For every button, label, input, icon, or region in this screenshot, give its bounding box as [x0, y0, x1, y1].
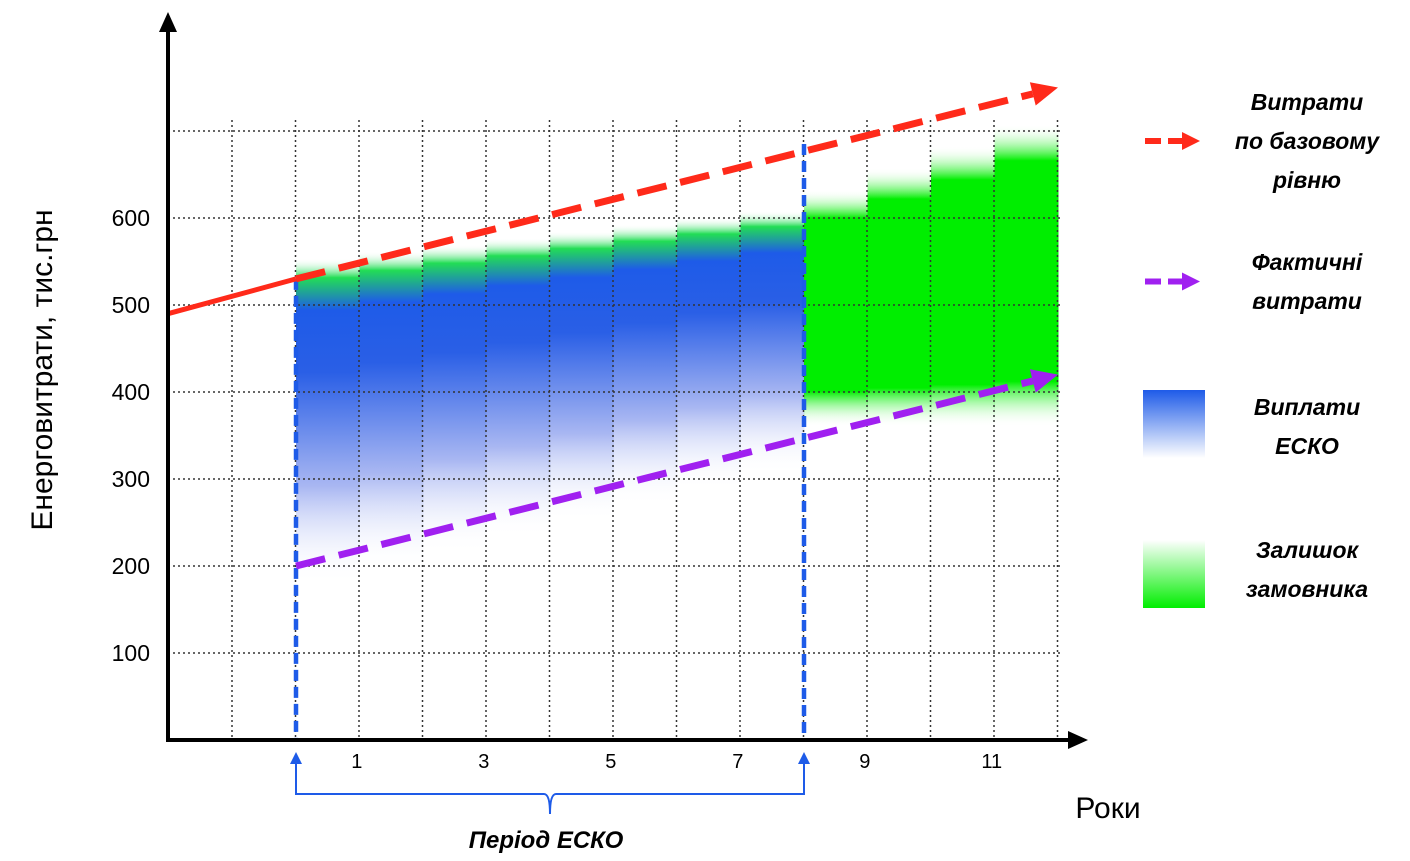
legend-label: ЕСКО	[1275, 433, 1339, 459]
legend-swatch-arrowhead	[1182, 272, 1200, 291]
x-tick-label: 11	[981, 751, 1002, 773]
y-tick-label: 200	[112, 553, 150, 579]
esco-payment-column	[613, 224, 678, 506]
x-tick-label: 3	[478, 751, 489, 773]
esco-payment-column	[486, 237, 551, 537]
esco-payment-column	[359, 251, 424, 569]
period-label: Період ЕСКО	[469, 827, 624, 854]
legend-label: рівню	[1272, 167, 1341, 193]
chart-areas	[296, 124, 1059, 585]
y-tick-label: 400	[112, 379, 150, 405]
legend-label: витрати	[1252, 288, 1362, 314]
x-tick-label: 5	[605, 751, 616, 773]
y-axis-title: Енерговитрати, тис.грн	[26, 209, 59, 530]
y-tick-label: 500	[112, 292, 150, 318]
baseline-cost-line	[295, 90, 1034, 283]
y-tick-labels: 100 200 300 400 500 600	[112, 205, 150, 666]
actual-cost-line-arrowhead	[1029, 369, 1058, 393]
legend-label: Виплати	[1254, 394, 1360, 420]
customer-remainder-column	[931, 146, 995, 427]
period-bracket-arrowhead	[290, 752, 302, 764]
baseline-lead-in-line	[167, 276, 297, 317]
x-axis-title: Роки	[1075, 792, 1140, 825]
esco-payment-column	[296, 258, 360, 585]
customer-remainder-column	[867, 167, 932, 427]
period-annotation	[290, 752, 810, 815]
legend-label: Витрати	[1251, 89, 1363, 115]
chart-axes	[159, 12, 1088, 749]
period-bracket	[295, 758, 805, 815]
legend-swatch-arrowhead	[1182, 132, 1200, 150]
legend: Витрати по базовому рівню Фактичні витрати Ви…	[1143, 89, 1380, 608]
x-tick-labels: 1 3 5 7 9 11	[351, 751, 1002, 773]
y-tick-label: 600	[112, 205, 150, 231]
legend-swatch-gradient	[1143, 540, 1205, 608]
period-bracket-arrowhead	[798, 752, 810, 764]
legend-label: замовника	[1246, 576, 1368, 602]
y-tick-label: 300	[112, 466, 150, 492]
actual-cost-line	[295, 377, 1034, 570]
legend-item: Залишок замовника	[1143, 537, 1368, 608]
chart-lines	[167, 82, 1058, 740]
esco-payment-column	[677, 217, 741, 490]
legend-label: Залишок	[1256, 537, 1360, 563]
esco-payment-column	[550, 231, 614, 522]
legend-item: Фактичні витрати	[1145, 249, 1363, 314]
x-tick-label: 9	[859, 751, 870, 773]
chart-grid	[168, 120, 1060, 740]
legend-label: Фактичні	[1252, 249, 1363, 275]
legend-label: по базовому	[1235, 128, 1380, 154]
legend-item: Витрати по базовому рівню	[1145, 89, 1380, 193]
x-axis-arrowhead	[1068, 731, 1088, 749]
legend-swatch-gradient	[1143, 390, 1205, 458]
x-tick-label: 7	[732, 751, 743, 773]
customer-remainder-column	[804, 189, 868, 427]
esco-payment-column	[740, 210, 805, 474]
y-tick-label: 100	[112, 640, 150, 666]
esco-payment-column	[423, 244, 487, 553]
legend-item: Виплати ЕСКО	[1143, 390, 1360, 459]
baseline-cost-line-arrowhead	[1029, 82, 1058, 106]
y-axis-arrowhead	[159, 12, 177, 32]
x-tick-label: 1	[351, 751, 362, 773]
